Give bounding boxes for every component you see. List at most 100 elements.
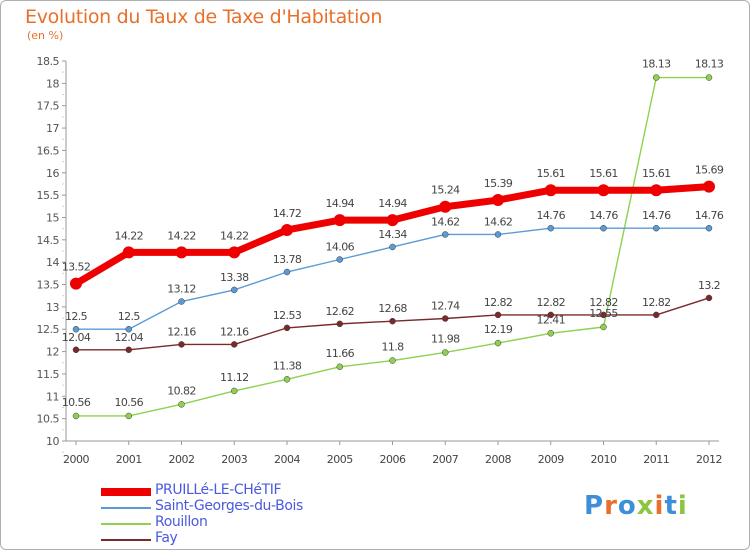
y-tick-label: 14 [46, 256, 59, 269]
data-label: 15.69 [695, 164, 724, 177]
data-point [705, 224, 713, 232]
data-point [547, 224, 554, 232]
y-tick-label: 11 [46, 390, 59, 403]
data-label: 14.22 [167, 229, 196, 242]
data-label: 12.82 [589, 296, 618, 309]
data-label: 12.41 [537, 313, 566, 326]
legend-swatch [101, 488, 151, 496]
data-point [494, 311, 502, 319]
data-point [705, 294, 713, 302]
data-label: 15.61 [642, 167, 671, 180]
legend-label: Rouillon [155, 514, 208, 530]
x-tick-label: 2009 [538, 453, 564, 466]
data-point [283, 376, 291, 383]
data-point [228, 246, 241, 259]
logo-letter: i [654, 491, 665, 521]
data-label: 14.76 [537, 209, 566, 222]
data-point [72, 346, 80, 354]
data-point [333, 214, 346, 227]
y-tick-label: 16.5 [37, 144, 60, 157]
data-point [283, 324, 291, 332]
data-point [600, 224, 607, 232]
data-label: 10.82 [167, 384, 196, 397]
data-point [494, 339, 502, 347]
data-point [439, 200, 452, 213]
data-point [705, 74, 713, 81]
x-tick-label: 2001 [116, 453, 142, 466]
x-tick-label: 2008 [485, 453, 511, 466]
data-label: 13.78 [273, 253, 302, 266]
legend-swatch [101, 539, 151, 541]
y-tick-label: 18 [46, 77, 59, 90]
x-tick-label: 2003 [221, 453, 247, 466]
data-label: 14.76 [642, 209, 671, 222]
data-point [125, 346, 132, 354]
legend-label: Saint-Georges-du-Bois [155, 498, 303, 514]
data-label: 13.38 [220, 271, 249, 284]
data-label: 18.13 [695, 58, 724, 71]
data-point [283, 268, 291, 276]
data-point [703, 180, 715, 193]
data-label: 12.53 [273, 309, 302, 322]
y-tick-label: 16 [46, 167, 59, 180]
data-point [231, 387, 238, 395]
y-tick-label: 18.5 [37, 55, 60, 68]
x-tick-label: 2012 [696, 453, 722, 466]
data-point [125, 412, 132, 420]
data-label: 14.22 [220, 229, 249, 242]
y-tick-label: 11.5 [37, 368, 60, 381]
data-label: 15.61 [589, 167, 618, 180]
proxiti-logo: Proxiti [584, 491, 688, 521]
data-point [547, 330, 554, 337]
data-label: 14.94 [326, 197, 355, 210]
y-tick-label: 13 [46, 301, 59, 314]
data-label: 14.62 [484, 215, 513, 228]
data-label: 12.68 [378, 302, 407, 315]
y-tick-label: 17.5 [37, 100, 60, 113]
data-label: 11.66 [326, 347, 355, 360]
data-label: 14.76 [589, 209, 618, 222]
data-label: 11.38 [273, 359, 302, 372]
x-tick-label: 2007 [432, 453, 458, 466]
x-tick-label: 2004 [274, 453, 300, 466]
data-label: 14.72 [273, 207, 302, 220]
data-point [178, 298, 185, 305]
data-label: 15.24 [431, 184, 460, 197]
data-point [231, 341, 238, 348]
logo-letter: P [584, 491, 605, 521]
legend-label: PRUILLé-LE-CHéTIF [155, 482, 282, 498]
chart-title: Evolution du Taux de Taxe d'Habitation [25, 6, 383, 28]
data-label: 13.12 [167, 283, 196, 296]
x-tick-label: 2006 [380, 453, 406, 466]
x-tick-label: 2000 [63, 453, 89, 466]
series-0 [70, 180, 715, 290]
data-point [389, 243, 396, 251]
data-label: 12.04 [62, 331, 91, 344]
data-label: 10.56 [115, 396, 144, 409]
data-point [653, 311, 660, 319]
data-label: 13.52 [62, 261, 91, 274]
chart-subtitle: (en %) [27, 29, 64, 42]
data-label: 15.61 [537, 167, 566, 180]
data-point [442, 349, 449, 356]
data-label: 14.34 [378, 228, 407, 241]
data-point [122, 246, 135, 259]
data-label: 12.5 [118, 310, 141, 323]
data-point [600, 311, 607, 319]
data-label: 11.12 [220, 371, 249, 384]
logo-letter: x [636, 491, 655, 521]
data-point [336, 320, 343, 328]
data-label: 10.56 [62, 396, 91, 409]
logo-letter: i [677, 491, 688, 521]
data-point [442, 231, 449, 238]
data-point [336, 363, 343, 371]
legend-swatch [101, 523, 151, 525]
data-label: 12.82 [484, 296, 513, 309]
data-label: 18.13 [642, 58, 671, 71]
data-point [544, 184, 557, 197]
y-tick-label: 15.5 [37, 189, 60, 202]
data-label: 11.98 [431, 332, 460, 345]
x-tick-label: 2010 [591, 453, 617, 466]
data-point [72, 412, 80, 420]
